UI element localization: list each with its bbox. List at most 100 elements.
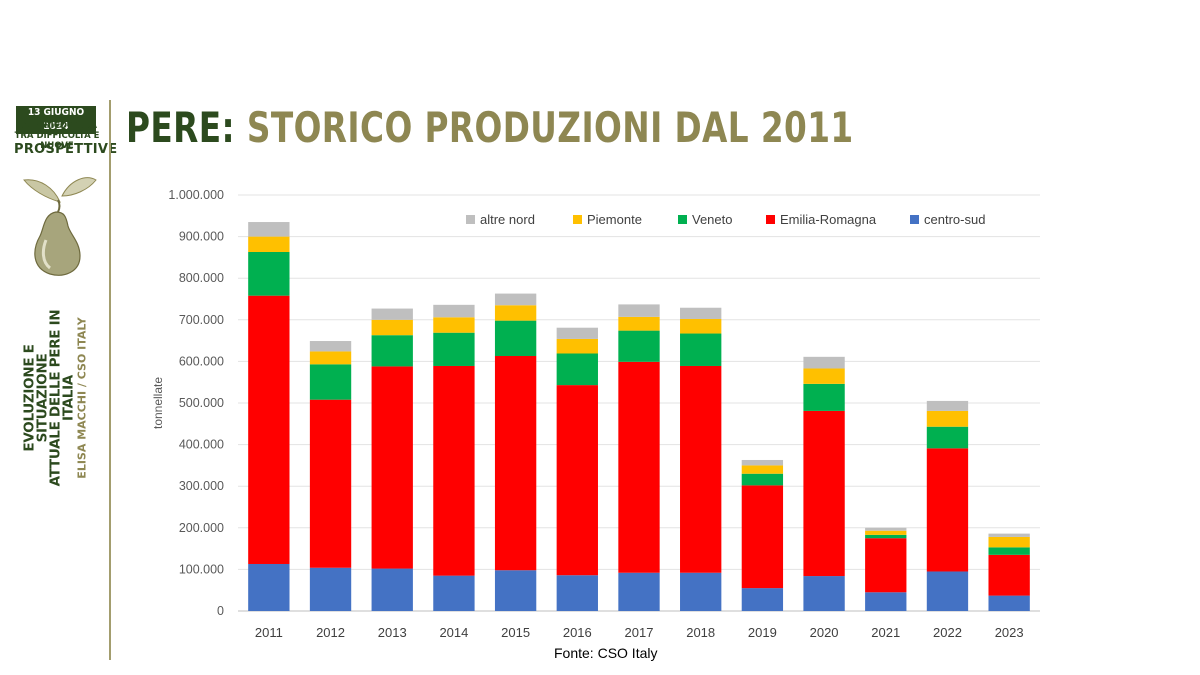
y-tick-label: 500.000 — [179, 396, 224, 410]
title-part1: PERE: — [126, 103, 236, 152]
bar-segment — [371, 335, 413, 367]
legend-label: Emilia-Romagna — [780, 212, 877, 227]
stacked-bar-chart: 0 100.000 200.000 300.000 400.000 500.000 600.… — [151, 188, 1040, 640]
sidebar: 13 GIUGNO 2024 LA PERICOLTURA TRA DIFFIC… — [0, 0, 118, 675]
bar-segment — [309, 341, 352, 352]
y-axis-label: tonnellate — [151, 377, 165, 429]
event-subtitle: LA PERICOLTURA TRA DIFFICOLTÀ E NUOVE — [14, 121, 100, 151]
x-axis: 2011 2012 2013 2014 2015 2016 2017 2018 2019 2020… — [255, 625, 1024, 640]
pear-illustration-icon — [23, 177, 97, 276]
bar-segment — [556, 327, 598, 339]
bar-segment — [433, 575, 475, 611]
bar-segment — [494, 293, 537, 306]
y-tick-label: 0 — [217, 604, 224, 618]
bar-segment — [926, 448, 969, 572]
bar-segment — [803, 356, 845, 369]
bar-segment — [926, 400, 969, 411]
bar-segment — [741, 588, 784, 611]
bar-segment — [988, 536, 1030, 548]
bar-segment — [926, 426, 969, 449]
bar-segment — [741, 473, 784, 486]
bar-segment — [680, 365, 722, 573]
x-tick-label: 2023 — [995, 625, 1024, 640]
y-tick-label: 100.000 — [179, 562, 224, 576]
x-tick-label: 2022 — [933, 625, 962, 640]
x-tick-label: 2021 — [871, 625, 900, 640]
bar-segment — [309, 364, 352, 400]
bar-segment — [988, 595, 1030, 611]
bar-segment — [618, 304, 660, 317]
bar-segment — [618, 316, 660, 331]
bar-segment — [433, 304, 475, 318]
bar-segment — [865, 538, 907, 593]
title-part2: STORICO PRODUZIONI DAL 2011 — [246, 103, 854, 152]
x-tick-label: 2012 — [316, 625, 345, 640]
bar-segment — [865, 530, 907, 535]
bar-segment — [556, 385, 598, 576]
event-subtitle-2: PROSPETTIVE — [14, 142, 118, 157]
bar-segment — [494, 570, 537, 611]
event-date: 13 GIUGNO 2024 — [16, 106, 96, 134]
bar-segment — [803, 368, 845, 384]
bar-segment — [988, 533, 1030, 537]
bar-segment — [556, 338, 598, 354]
bar-segment — [618, 330, 660, 362]
y-tick-label: 900.000 — [179, 230, 224, 244]
bar-segment — [556, 353, 598, 386]
legend-swatch — [573, 215, 582, 224]
legend: altre nord Piemonte Veneto Emilia-Romagna ce… — [466, 212, 985, 227]
bar-segment — [371, 366, 413, 569]
bar-segment — [371, 568, 413, 611]
y-tick-label: 600.000 — [179, 354, 224, 368]
bar-segment — [433, 365, 475, 576]
bar-segment — [433, 317, 475, 333]
y-tick-label: 400.000 — [179, 438, 224, 452]
bar-segment — [680, 572, 722, 611]
bar-segment — [248, 251, 290, 296]
y-axis: 0 100.000 200.000 300.000 400.000 500.000 600.… — [168, 188, 224, 618]
legend-swatch — [766, 215, 775, 224]
x-tick-label: 2013 — [378, 625, 407, 640]
bar-segment — [680, 333, 722, 366]
legend-swatch — [466, 215, 475, 224]
bar-segment — [803, 576, 845, 611]
legend-label: centro-sud — [924, 212, 985, 227]
bar-segment — [248, 295, 290, 564]
bar-segment — [741, 485, 784, 589]
bar-segment — [865, 592, 907, 611]
y-tick-label: 1.000.000 — [168, 188, 224, 202]
bar-segment — [494, 305, 537, 321]
x-tick-label: 2018 — [686, 625, 715, 640]
bar-segment — [803, 383, 845, 411]
page-title: PERE: STORICO PRODUZIONI DAL 2011 — [126, 104, 854, 152]
bar-segment — [865, 534, 907, 539]
x-tick-label: 2015 — [501, 625, 530, 640]
bar-segment — [494, 320, 537, 356]
y-tick-label: 700.000 — [179, 313, 224, 327]
bar-segment — [865, 527, 907, 531]
bar-segment — [680, 307, 722, 319]
legend-label: altre nord — [480, 212, 535, 227]
bar-segment — [926, 571, 969, 611]
y-tick-label: 800.000 — [179, 271, 224, 285]
speaker: ELISA MACCHI / CSO ITALY — [75, 317, 89, 479]
bar-segment — [803, 410, 845, 577]
bar-segment — [248, 222, 290, 237]
talk-title-line2: ATTUALE DELLE PERE IN ITALIA — [47, 309, 77, 487]
legend-label: Piemonte — [587, 212, 642, 227]
x-tick-label: 2019 — [748, 625, 777, 640]
x-tick-label: 2017 — [625, 625, 654, 640]
bar-segment — [618, 572, 660, 611]
x-tick-label: 2014 — [439, 625, 468, 640]
talk-title-line1: EVOLUZIONE E SITUAZIONE — [21, 344, 51, 452]
bar-segment — [926, 410, 969, 427]
bar-segment — [988, 547, 1030, 555]
bar-segment — [494, 355, 537, 571]
legend-swatch — [678, 215, 687, 224]
bar-segment — [556, 575, 598, 611]
y-tick-label: 200.000 — [179, 521, 224, 535]
bar-segment — [309, 399, 352, 568]
bar-segment — [371, 308, 413, 320]
bar-segment — [248, 563, 290, 611]
bar-segment — [309, 567, 352, 611]
